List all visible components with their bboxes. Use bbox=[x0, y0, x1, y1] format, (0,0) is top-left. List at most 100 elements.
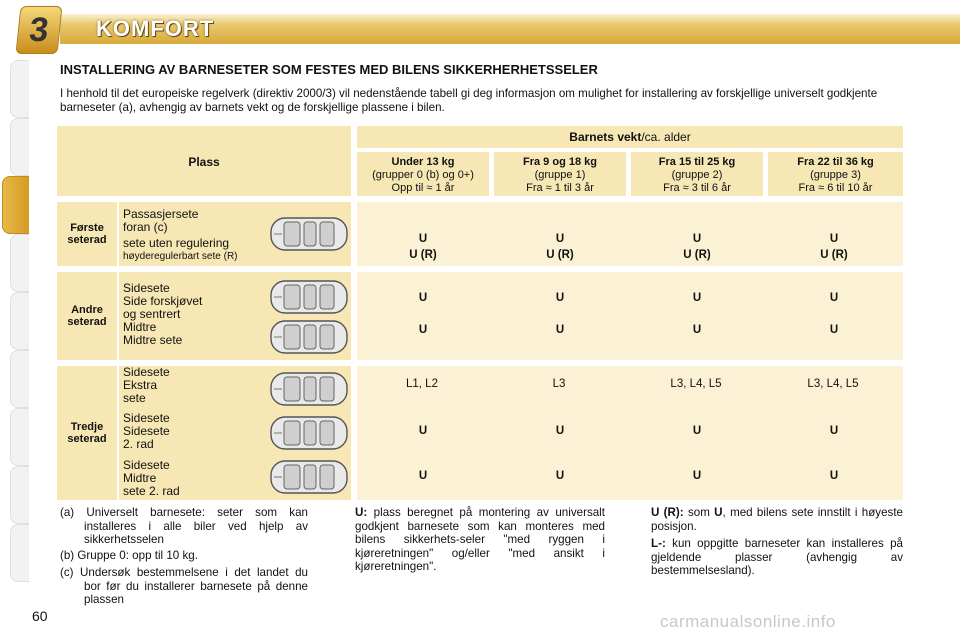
value-u: U bbox=[555, 292, 565, 304]
row-label: seterad bbox=[67, 433, 107, 445]
value-u: U bbox=[829, 470, 839, 482]
seat-desc: sete bbox=[123, 391, 146, 405]
header-bar bbox=[60, 14, 960, 44]
value-u: U bbox=[418, 292, 428, 304]
value-u: U bbox=[418, 425, 428, 437]
seat-desc-cell: Sidesete Ekstra sete Sidesete Sidesete 2… bbox=[119, 366, 351, 500]
side-tab[interactable] bbox=[10, 118, 29, 176]
chapter-side-tabs bbox=[0, 60, 29, 600]
group-title: Fra 22 til 36 kg bbox=[797, 156, 874, 168]
seat-desc: 2. rad bbox=[123, 437, 154, 451]
group-header-cell: Under 13 kg (grupper 0 (b) og 0+) Opp ti… bbox=[357, 152, 489, 196]
value-u: U bbox=[418, 233, 428, 245]
value-u: U bbox=[418, 324, 428, 336]
side-tab[interactable] bbox=[10, 350, 29, 408]
seat-desc: Sidesete bbox=[123, 281, 170, 295]
row-label: Første bbox=[70, 222, 104, 234]
values-cell: L1, L2 L3 L3, L4, L5 L3, L4, L5 U U U U … bbox=[357, 366, 903, 500]
value-u: U bbox=[418, 470, 428, 482]
side-tab[interactable] bbox=[10, 234, 29, 292]
value-u: U bbox=[555, 425, 565, 437]
row-label: seterad bbox=[67, 316, 107, 328]
value-u: U bbox=[829, 425, 839, 437]
car-seat-diagram-icon bbox=[270, 280, 348, 314]
value-u: U bbox=[829, 233, 839, 245]
group-age: Fra ≈ 3 til 6 år bbox=[663, 182, 731, 194]
value-l: L3 bbox=[552, 378, 566, 390]
car-seat-diagram-icon bbox=[270, 460, 348, 494]
seat-desc: Midtre bbox=[123, 471, 157, 485]
legend-u-term: U: bbox=[355, 506, 368, 519]
seat-desc: sete 2. rad bbox=[123, 484, 180, 498]
row-label: Andre bbox=[71, 304, 103, 316]
seat-desc: Ekstra bbox=[123, 378, 158, 392]
value-l: L3, L4, L5 bbox=[807, 378, 859, 390]
footnote-c: (c) Undersøk bestemmelsene i det landet … bbox=[60, 566, 308, 606]
side-tab[interactable] bbox=[10, 466, 29, 524]
side-tab-active[interactable] bbox=[2, 176, 29, 234]
car-seat-diagram-icon bbox=[270, 372, 348, 406]
seat-desc: foran (c) bbox=[123, 220, 168, 234]
legend-u: U: plass beregnet på montering av univer… bbox=[355, 506, 605, 574]
seat-desc: Sidesete bbox=[123, 458, 170, 472]
footnote-a: (a) Universelt barnesete: seter som kan … bbox=[60, 506, 308, 546]
value-u: U bbox=[829, 292, 839, 304]
legend-ur-pre: som bbox=[687, 506, 710, 519]
car-seat-diagram-icon bbox=[270, 217, 348, 251]
section-title: INSTALLERING AV BARNESETER SOM FESTES ME… bbox=[60, 62, 598, 77]
page-number: 60 bbox=[32, 608, 48, 624]
value-u: U bbox=[692, 233, 702, 245]
seat-desc: Sidesete bbox=[123, 424, 170, 438]
group-title: Fra 9 og 18 kg bbox=[523, 156, 597, 168]
values-cell: U U U U U U U U bbox=[357, 272, 903, 360]
child-seat-table: Plass Barnets vekt/ca. alder Under 13 kg… bbox=[57, 126, 903, 500]
seat-desc: Sidesete bbox=[123, 365, 170, 379]
car-seat-diagram-icon bbox=[270, 416, 348, 450]
row-label: Tredje bbox=[70, 421, 104, 433]
side-tab[interactable] bbox=[10, 408, 29, 466]
row-label-cell: Første seterad bbox=[57, 202, 117, 266]
weight-header-rest: /ca. alder bbox=[641, 130, 691, 144]
legend-ur-term: U (R): bbox=[651, 506, 684, 519]
legend-ur-u: U bbox=[714, 506, 723, 519]
legend-l-text: kun oppgitte barneseter kan installeres … bbox=[651, 537, 903, 577]
footnote-b: (b) Gruppe 0: opp til 10 kg. bbox=[60, 549, 198, 562]
value-u: U bbox=[555, 470, 565, 482]
side-tab[interactable] bbox=[10, 60, 29, 118]
group-title: Fra 15 til 25 kg bbox=[658, 156, 736, 168]
value-u: U bbox=[692, 470, 702, 482]
seat-desc-cell: Sidesete Side forskjøvet og sentrert Mid… bbox=[119, 272, 351, 360]
value-u: U bbox=[692, 425, 702, 437]
seat-desc: Sidesete bbox=[123, 411, 170, 425]
chapter-number-badge: 3 bbox=[15, 6, 63, 54]
seat-desc: Midtre sete bbox=[123, 333, 183, 347]
group-sub: (gruppe 3) bbox=[810, 169, 861, 181]
plass-label: Plass bbox=[188, 155, 220, 169]
value-u: U bbox=[692, 292, 702, 304]
value-ur: U (R) bbox=[546, 249, 574, 261]
value-u: U bbox=[555, 233, 565, 245]
row-label: seterad bbox=[67, 234, 107, 246]
legend-ur: U (R): som U, med bilens sete innstilt i… bbox=[651, 506, 903, 533]
group-title: Under 13 kg bbox=[391, 156, 455, 168]
row-label-cell: Tredje seterad bbox=[57, 366, 117, 500]
value-ur: U (R) bbox=[683, 249, 711, 261]
side-tab[interactable] bbox=[10, 524, 29, 582]
side-tab[interactable] bbox=[10, 292, 29, 350]
value-u: U bbox=[829, 324, 839, 336]
value-u: U bbox=[692, 324, 702, 336]
seat-desc: høyderegulerbart sete (R) bbox=[123, 251, 238, 262]
legend-l-term: L-: bbox=[651, 537, 666, 550]
car-seat-diagram-icon bbox=[270, 320, 348, 354]
values-cell: U U U U U (R) U (R) U (R) U (R) bbox=[357, 202, 903, 266]
value-l: L1, L2 bbox=[406, 378, 438, 390]
value-ur: U (R) bbox=[409, 249, 437, 261]
weight-header-cell: Barnets vekt/ca. alder bbox=[357, 126, 903, 148]
group-header-cell: Fra 9 og 18 kg (gruppe 1) Fra ≈ 1 til 3 … bbox=[494, 152, 626, 196]
group-sub: (grupper 0 (b) og 0+) bbox=[372, 169, 474, 181]
value-l: L3, L4, L5 bbox=[670, 378, 722, 390]
value-ur: U (R) bbox=[820, 249, 848, 261]
seat-desc: sete uten regulering bbox=[123, 236, 230, 250]
page-header: 3 KOMFORT bbox=[0, 0, 960, 54]
intro-paragraph: I henhold til det europeiske regelverk (… bbox=[60, 87, 878, 114]
